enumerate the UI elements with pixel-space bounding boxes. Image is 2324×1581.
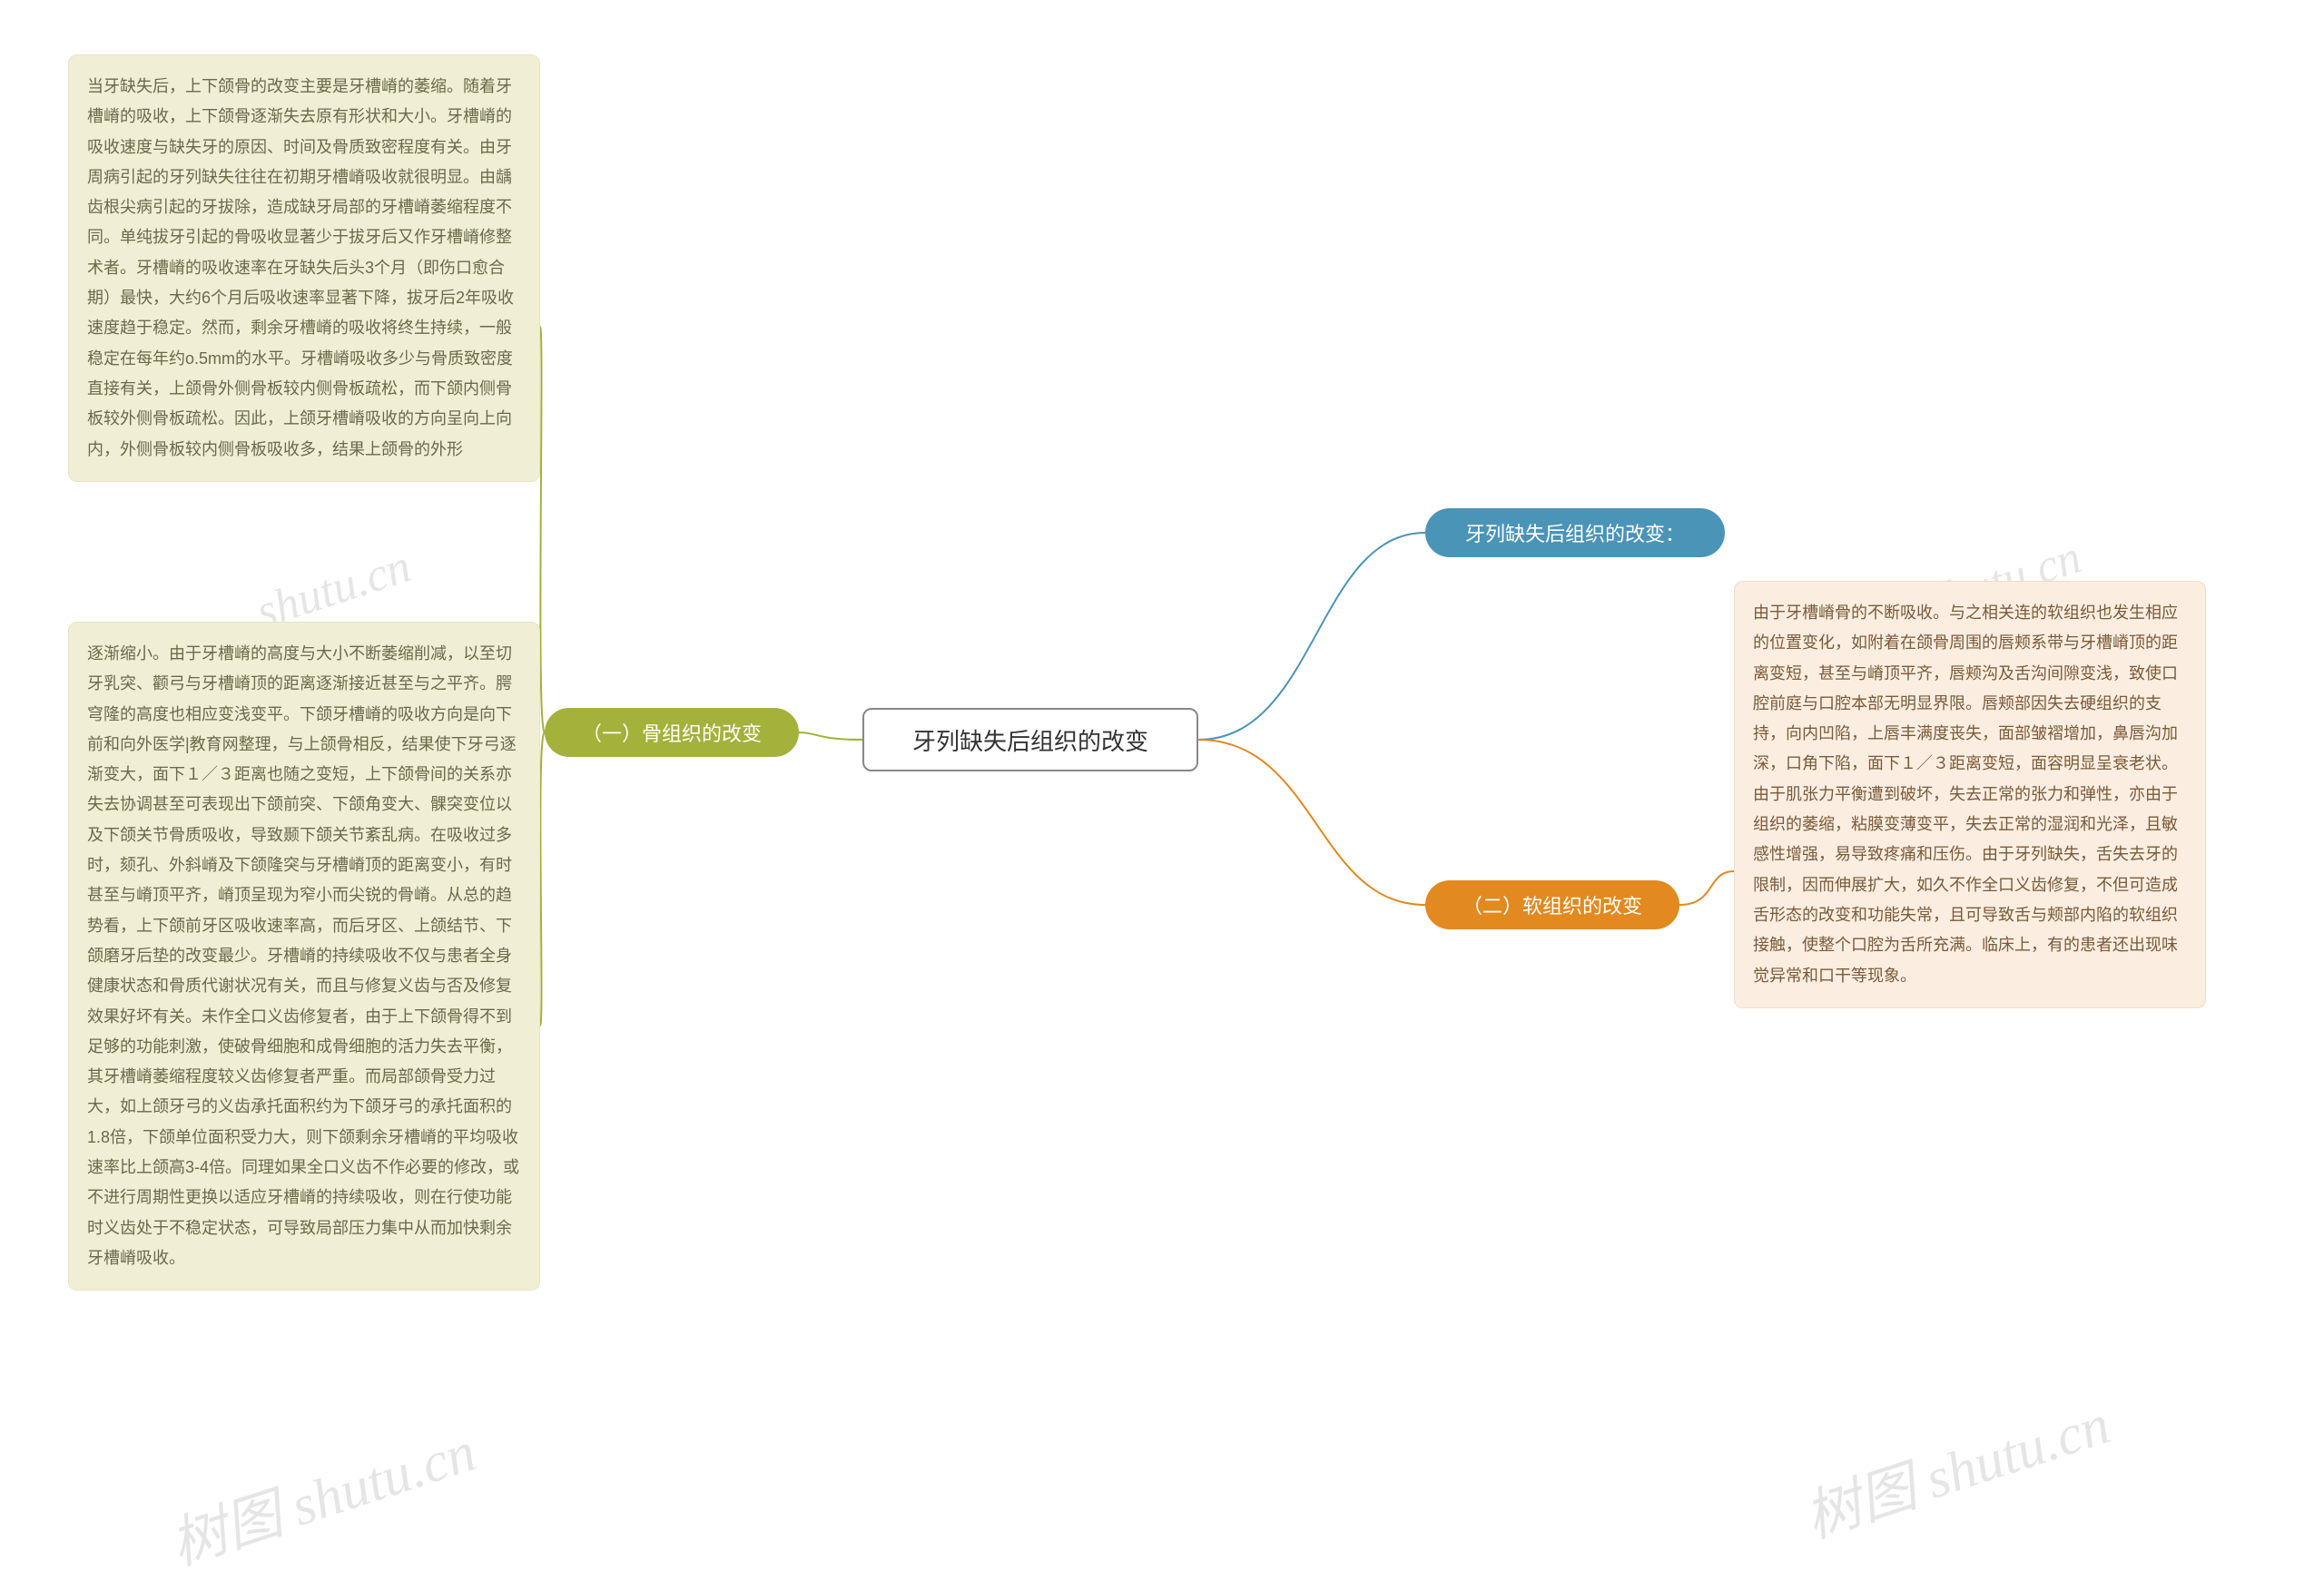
- connector-left-textbox-top: [540, 327, 545, 732]
- watermark: 树图 shutu.cn: [159, 1405, 485, 1580]
- branch-soft-tissue[interactable]: （二）软组织的改变: [1425, 880, 1679, 929]
- branch-bone-tissue[interactable]: （一）骨组织的改变: [545, 708, 799, 757]
- central-node[interactable]: 牙列缺失后组织的改变: [862, 708, 1198, 771]
- connector-left: [799, 732, 862, 740]
- connector-left-textbox-bottom: [540, 732, 545, 1026]
- connector-right-bottom: [1198, 740, 1425, 905]
- watermark: 树图 shutu.cn: [1793, 1378, 2119, 1553]
- textbox-soft-tissue: 由于牙槽嵴骨的不断吸收。与之相关连的软组织也发生相应的位置变化，如附着在颌骨周围…: [1734, 581, 2206, 1008]
- textbox-bone-top: 当牙缺失后，上下颌骨的改变主要是牙槽嵴的萎缩。随着牙槽嵴的吸收，上下颌骨逐渐失去…: [68, 54, 540, 482]
- textbox-bone-bottom: 逐渐缩小。由于牙槽嵴的高度与大小不断萎缩削减，以至切牙乳突、颧弓与牙槽嵴顶的距离…: [68, 622, 540, 1291]
- mindmap-canvas: shutu.cn 树图 shutu.cn shutu.cn 树图 shutu.c…: [0, 0, 2324, 1487]
- connector-right-top: [1198, 533, 1425, 740]
- connector-right-textbox: [1679, 871, 1734, 905]
- branch-tissue-changes[interactable]: 牙列缺失后组织的改变：: [1425, 508, 1725, 557]
